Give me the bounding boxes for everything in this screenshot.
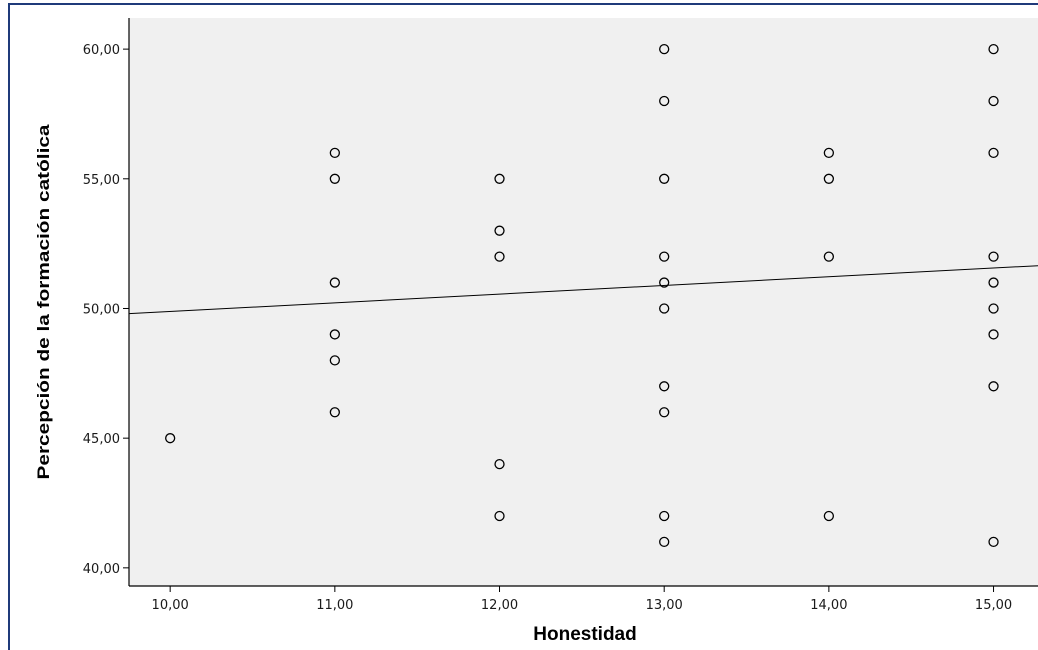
x-tick-label: 12,00	[481, 598, 518, 613]
data-point	[659, 251, 670, 262]
data-point	[329, 147, 340, 159]
data-point	[329, 329, 340, 340]
x-tick-label: 13,00	[646, 598, 683, 613]
y-axis-title: Percepción de la formación católica	[34, 124, 53, 480]
data-points	[165, 43, 999, 548]
data-point	[329, 277, 340, 288]
x-tick-label: 14,00	[810, 598, 847, 613]
data-point	[988, 43, 999, 55]
data-point	[823, 251, 835, 262]
data-point	[659, 407, 670, 418]
data-point	[988, 536, 999, 548]
data-point	[659, 303, 670, 314]
x-axis: 10,00 11,00 12,00 13,00 14,00 15,00	[129, 585, 1038, 613]
data-point	[988, 329, 999, 340]
data-point	[329, 407, 340, 418]
data-point	[659, 381, 670, 392]
x-tick-label: 11,00	[316, 598, 353, 613]
data-point	[988, 381, 999, 392]
data-point	[988, 303, 999, 314]
data-point	[494, 225, 505, 236]
data-point	[165, 433, 176, 444]
data-point	[659, 277, 670, 288]
y-tick-label: 50,00	[83, 302, 120, 317]
data-point	[659, 43, 670, 55]
x-tick-label: 15,00	[975, 598, 1012, 613]
data-point	[823, 173, 835, 184]
x-tick-label: 10,00	[152, 598, 189, 613]
x-axis-title: Honestidad	[533, 624, 636, 645]
data-point	[494, 510, 505, 522]
y-tick-label: 45,00	[83, 432, 120, 447]
data-point	[329, 173, 340, 184]
data-point	[823, 510, 835, 522]
data-point	[329, 355, 340, 366]
data-point	[823, 147, 835, 159]
data-point	[988, 147, 999, 159]
data-point	[659, 95, 670, 107]
data-point	[988, 251, 999, 262]
y-tick-label: 60,00	[83, 43, 120, 58]
data-point	[494, 173, 505, 184]
y-tick-label: 55,00	[83, 173, 120, 188]
data-point	[494, 458, 505, 470]
data-point	[988, 95, 999, 107]
fit-line	[128, 265, 1038, 315]
data-point	[494, 251, 505, 262]
data-point	[988, 277, 999, 288]
y-tick-label: 40,00	[83, 562, 120, 577]
data-point	[659, 510, 670, 522]
y-axis: 40,00 45,00 50,00 55,00 60,00	[83, 18, 130, 586]
plot-area	[129, 18, 1038, 586]
data-point	[659, 536, 670, 548]
data-point	[659, 173, 670, 184]
